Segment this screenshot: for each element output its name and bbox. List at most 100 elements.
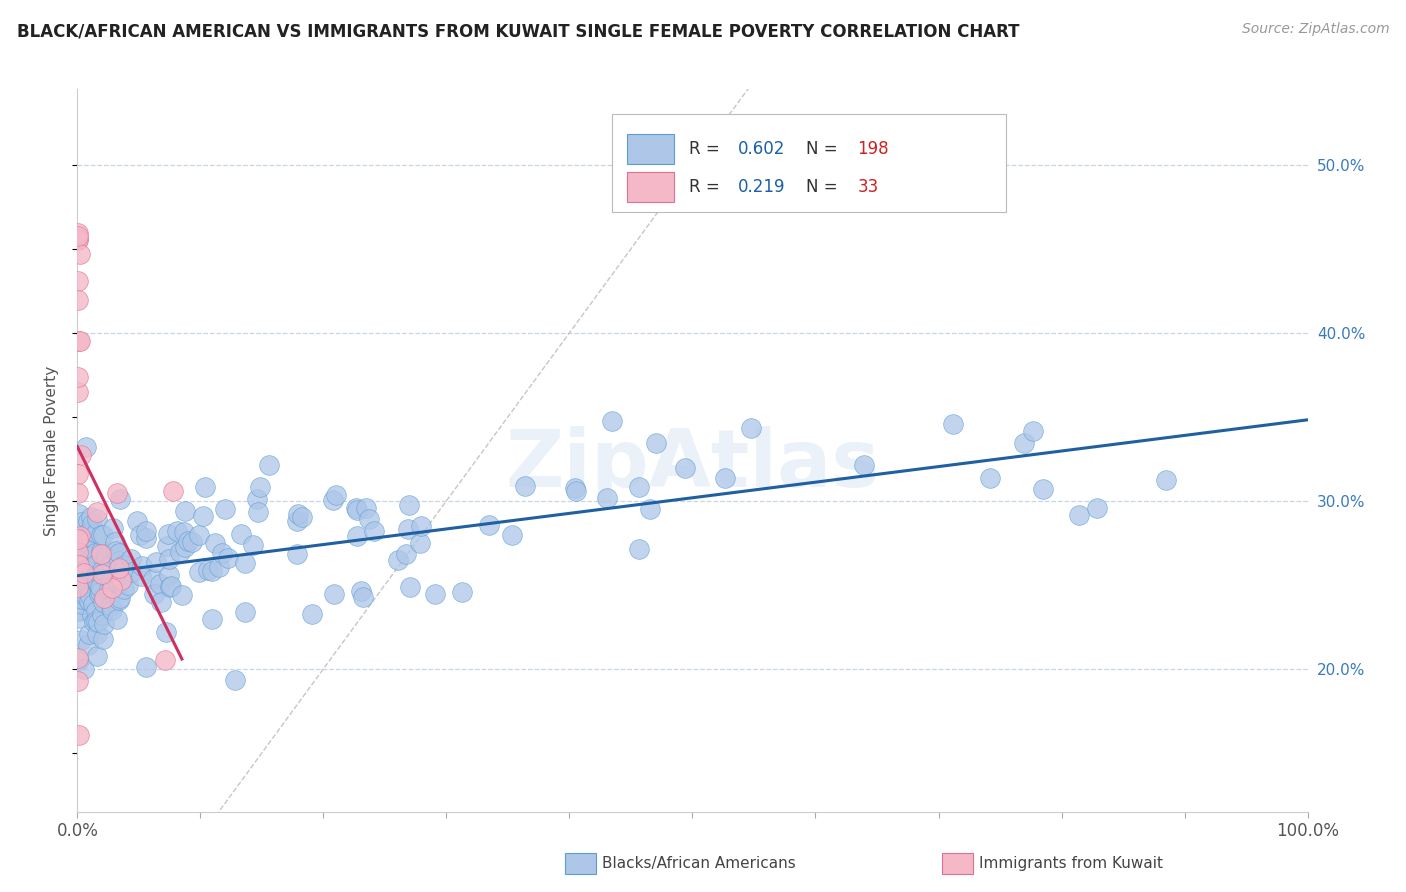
Point xyxy=(67,574,90,589)
Point xyxy=(217,550,239,565)
Text: 33: 33 xyxy=(858,178,879,195)
Point xyxy=(204,536,226,550)
Point xyxy=(84,558,107,573)
Point xyxy=(67,520,90,534)
Point xyxy=(77,594,100,608)
Point xyxy=(714,471,737,485)
Point xyxy=(66,545,89,559)
Point xyxy=(172,588,194,602)
FancyBboxPatch shape xyxy=(627,134,673,164)
Point xyxy=(66,650,89,665)
Text: Source: ZipAtlas.com: Source: ZipAtlas.com xyxy=(1241,22,1389,37)
Point xyxy=(86,626,108,640)
Point xyxy=(67,589,90,603)
Point xyxy=(408,535,430,549)
Point xyxy=(67,533,90,547)
Point xyxy=(231,526,253,541)
Point xyxy=(91,608,114,623)
Point xyxy=(249,479,271,493)
Point xyxy=(108,491,131,506)
Point xyxy=(73,567,96,582)
Point xyxy=(93,565,115,579)
Point xyxy=(101,603,124,617)
Point xyxy=(357,512,380,526)
Point xyxy=(396,522,419,536)
Point xyxy=(853,458,876,473)
Point xyxy=(131,559,153,574)
Point xyxy=(346,529,368,543)
Point xyxy=(942,417,965,431)
Point xyxy=(93,591,115,605)
Point xyxy=(197,563,219,577)
Point xyxy=(75,557,97,571)
Point xyxy=(82,598,104,612)
Point xyxy=(69,246,91,260)
Point xyxy=(201,612,224,626)
Point xyxy=(80,607,103,622)
Point xyxy=(72,566,94,580)
Point xyxy=(67,570,90,584)
Point xyxy=(157,552,180,566)
Point xyxy=(207,559,229,574)
Point xyxy=(1067,508,1090,523)
Point xyxy=(1085,500,1108,515)
Point xyxy=(66,274,89,288)
Point xyxy=(188,527,211,541)
Point xyxy=(246,492,269,507)
Point xyxy=(112,558,135,572)
Text: BLACK/AFRICAN AMERICAN VS IMMIGRANTS FROM KUWAIT SINGLE FEMALE POVERTY CORRELATI: BLACK/AFRICAN AMERICAN VS IMMIGRANTS FRO… xyxy=(17,22,1019,40)
Point xyxy=(157,527,180,541)
Point xyxy=(69,590,91,604)
Point xyxy=(194,480,217,494)
Y-axis label: Single Female Poverty: Single Female Poverty xyxy=(44,366,59,535)
Text: R =: R = xyxy=(689,140,720,158)
Point xyxy=(67,728,90,742)
Text: Immigrants from Kuwait: Immigrants from Kuwait xyxy=(979,856,1163,871)
Point xyxy=(350,583,373,598)
Point xyxy=(84,604,107,618)
Point xyxy=(108,592,131,607)
Point xyxy=(162,483,184,498)
Point xyxy=(142,572,165,586)
Point xyxy=(79,627,101,641)
Point xyxy=(66,674,89,689)
Point xyxy=(80,509,103,524)
Point xyxy=(66,293,89,307)
Point xyxy=(174,540,197,554)
Point xyxy=(80,572,103,586)
Point xyxy=(91,563,114,577)
Point xyxy=(93,632,115,646)
Point xyxy=(501,528,523,542)
Point xyxy=(77,524,100,538)
Point xyxy=(103,521,125,535)
Text: N =: N = xyxy=(806,178,837,195)
Point xyxy=(66,384,89,399)
Point xyxy=(93,528,115,542)
Point xyxy=(287,507,309,521)
Point xyxy=(70,547,93,561)
Point xyxy=(121,565,143,579)
Point xyxy=(73,663,96,677)
Point xyxy=(173,525,195,540)
Point xyxy=(127,514,149,528)
Point xyxy=(285,547,308,561)
Point xyxy=(70,586,93,600)
Point xyxy=(740,421,762,435)
Point xyxy=(67,486,90,500)
Point xyxy=(640,502,662,516)
Point xyxy=(66,532,89,546)
Point xyxy=(69,529,91,543)
Point xyxy=(1022,424,1045,438)
Point xyxy=(153,652,176,666)
Point xyxy=(628,480,651,494)
Point xyxy=(66,369,89,384)
Point xyxy=(174,504,197,518)
Point xyxy=(149,594,172,608)
Point xyxy=(108,546,131,560)
Point xyxy=(128,527,150,541)
Point xyxy=(129,568,152,582)
Point xyxy=(67,534,90,549)
Point xyxy=(149,576,172,591)
Point xyxy=(235,556,257,570)
Point xyxy=(67,653,90,667)
